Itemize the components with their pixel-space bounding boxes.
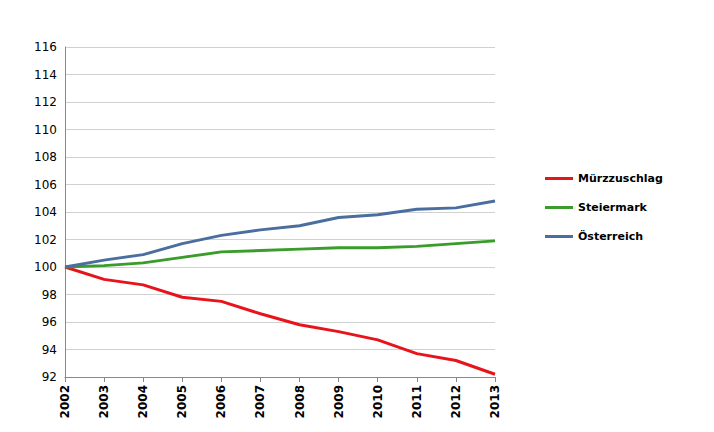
svg-text:2007: 2007	[253, 385, 267, 418]
svg-text:2006: 2006	[214, 385, 228, 418]
svg-text:100: 100	[34, 260, 57, 274]
svg-text:106: 106	[34, 178, 57, 192]
svg-text:2013: 2013	[488, 385, 502, 418]
svg-text:96: 96	[42, 315, 57, 329]
svg-text:2005: 2005	[175, 385, 189, 418]
svg-text:2003: 2003	[97, 385, 111, 418]
svg-text:2012: 2012	[449, 385, 463, 418]
svg-text:104: 104	[34, 205, 57, 219]
svg-text:112: 112	[34, 95, 57, 109]
svg-text:116: 116	[34, 40, 57, 54]
svg-text:108: 108	[34, 150, 57, 164]
svg-text:2004: 2004	[136, 385, 150, 418]
svg-text:2002: 2002	[58, 385, 72, 418]
svg-text:Steiermark: Steiermark	[578, 201, 648, 214]
svg-text:Österreich: Österreich	[578, 229, 643, 243]
svg-text:94: 94	[42, 343, 57, 357]
svg-text:98: 98	[42, 288, 57, 302]
svg-text:114: 114	[34, 68, 57, 82]
svg-text:Mürzzuschlag: Mürzzuschlag	[578, 172, 663, 185]
svg-text:2011: 2011	[410, 385, 424, 418]
svg-text:92: 92	[42, 370, 57, 384]
svg-text:102: 102	[34, 233, 57, 247]
svg-text:2009: 2009	[332, 385, 346, 418]
svg-text:110: 110	[34, 123, 57, 137]
svg-text:2008: 2008	[293, 385, 307, 418]
svg-text:2010: 2010	[371, 385, 385, 418]
